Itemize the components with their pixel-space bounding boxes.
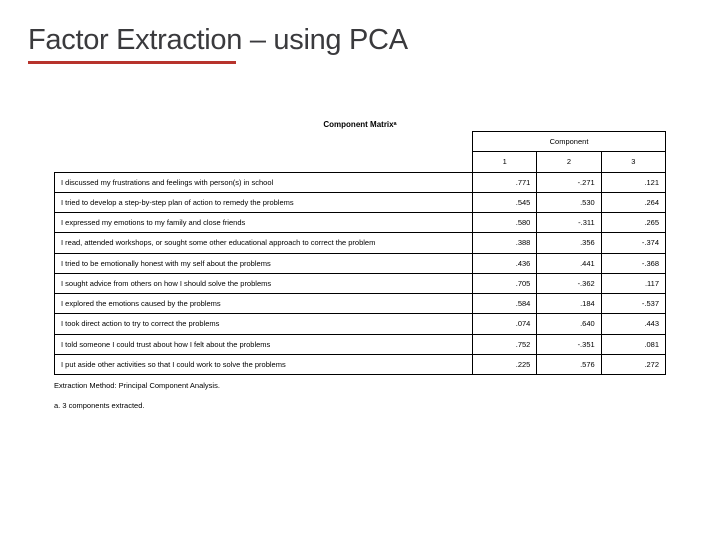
value-cell: .436: [473, 253, 537, 273]
value-cell: .121: [601, 172, 665, 192]
value-cell: .441: [537, 253, 601, 273]
accent-bar: [28, 61, 236, 64]
component-matrix-wrap: Component Matrixᵃ Component 1 2 3 I disc…: [54, 120, 666, 414]
value-cell: -.351: [537, 334, 601, 354]
item-cell: I explored the emotions caused by the pr…: [55, 294, 473, 314]
item-cell: I sought advice from others on how I sho…: [55, 273, 473, 293]
value-cell: .081: [601, 334, 665, 354]
value-cell: .752: [473, 334, 537, 354]
col-2: 2: [537, 152, 601, 172]
value-cell: .272: [601, 354, 665, 374]
value-cell: .584: [473, 294, 537, 314]
header-blank-2: [55, 152, 473, 172]
table-row: I tried to develop a step-by-step plan o…: [55, 192, 666, 212]
slide-title: Factor Extraction – using PCA: [28, 24, 692, 57]
header-row-2: 1 2 3: [55, 152, 666, 172]
col-3: 3: [601, 152, 665, 172]
value-cell: -.362: [537, 273, 601, 293]
header-blank: [55, 132, 473, 152]
value-cell: .074: [473, 314, 537, 334]
table-row: I sought advice from others on how I sho…: [55, 273, 666, 293]
value-cell: .705: [473, 273, 537, 293]
table-row: I took direct action to try to correct t…: [55, 314, 666, 334]
value-cell: .184: [537, 294, 601, 314]
value-cell: -.311: [537, 213, 601, 233]
table-row: I read, attended workshops, or sought so…: [55, 233, 666, 253]
footnote-extracted: a. 3 components extracted.: [54, 398, 666, 415]
table-row: I tried to be emotionally honest with my…: [55, 253, 666, 273]
value-cell: .117: [601, 273, 665, 293]
table-row: I discussed my frustrations and feelings…: [55, 172, 666, 192]
header-row-1: Component: [55, 132, 666, 152]
value-cell: -.537: [601, 294, 665, 314]
col-1: 1: [473, 152, 537, 172]
value-cell: -.271: [537, 172, 601, 192]
value-cell: .640: [537, 314, 601, 334]
item-cell: I discussed my frustrations and feelings…: [55, 172, 473, 192]
value-cell: .771: [473, 172, 537, 192]
value-cell: .580: [473, 213, 537, 233]
table-title: Component Matrixᵃ: [54, 120, 666, 129]
item-cell: I took direct action to try to correct t…: [55, 314, 473, 334]
footnote-method: Extraction Method: Principal Component A…: [54, 378, 666, 395]
value-cell: .388: [473, 233, 537, 253]
table-row: I explored the emotions caused by the pr…: [55, 294, 666, 314]
table-row: I put aside other activities so that I c…: [55, 354, 666, 374]
component-matrix-table: Component 1 2 3 I discussed my frustrati…: [54, 131, 666, 375]
value-cell: .530: [537, 192, 601, 212]
value-cell: .443: [601, 314, 665, 334]
item-cell: I told someone I could trust about how I…: [55, 334, 473, 354]
slide-container: Factor Extraction – using PCA Component …: [0, 0, 720, 414]
value-cell: .264: [601, 192, 665, 212]
value-cell: .225: [473, 354, 537, 374]
item-cell: I expressed my emotions to my family and…: [55, 213, 473, 233]
table-row: I expressed my emotions to my family and…: [55, 213, 666, 233]
table-row: I told someone I could trust about how I…: [55, 334, 666, 354]
value-cell: -.374: [601, 233, 665, 253]
value-cell: .265: [601, 213, 665, 233]
header-component: Component: [473, 132, 666, 152]
item-cell: I tried to develop a step-by-step plan o…: [55, 192, 473, 212]
value-cell: .356: [537, 233, 601, 253]
item-cell: I read, attended workshops, or sought so…: [55, 233, 473, 253]
value-cell: -.368: [601, 253, 665, 273]
value-cell: .545: [473, 192, 537, 212]
table-body: I discussed my frustrations and feelings…: [55, 172, 666, 375]
item-cell: I tried to be emotionally honest with my…: [55, 253, 473, 273]
item-cell: I put aside other activities so that I c…: [55, 354, 473, 374]
value-cell: .576: [537, 354, 601, 374]
